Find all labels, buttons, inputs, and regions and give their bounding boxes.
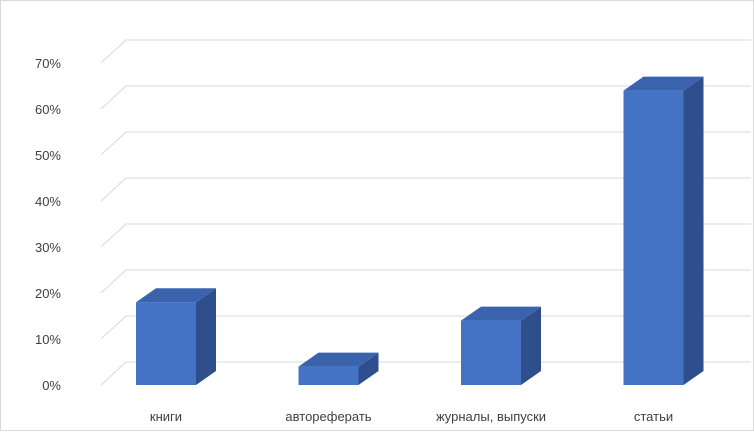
bar-front <box>623 90 684 385</box>
bar-top <box>298 352 379 367</box>
bar-top <box>623 76 704 91</box>
y-tick-label: 60% <box>35 102 61 117</box>
x-axis-category-labels: книги автореферать журналы, выпуски статьи <box>150 409 673 424</box>
y-tick-label: 70% <box>35 56 61 71</box>
y-tick-label: 50% <box>35 148 61 163</box>
bar <box>298 352 379 385</box>
bar-top <box>136 288 216 303</box>
gridline-side <box>100 223 127 248</box>
bar-side <box>196 288 216 385</box>
x-category-label: книги <box>150 409 182 424</box>
gridline-side <box>100 269 127 294</box>
bar <box>623 76 704 385</box>
gridline-side <box>100 131 127 156</box>
bar <box>136 288 216 385</box>
y-tick-label: 40% <box>35 194 61 209</box>
gridline-side <box>100 85 127 110</box>
gridline-side <box>100 315 127 340</box>
y-axis-tick-labels: 0% 10% 20% 30% 40% 50% 60% 70% <box>35 56 61 393</box>
bar-side <box>358 352 379 385</box>
bar-front <box>136 302 196 385</box>
bar-side <box>683 76 704 385</box>
gridline-side <box>100 39 127 64</box>
bar-front <box>461 320 521 385</box>
x-category-label: журналы, выпуски <box>436 409 546 424</box>
bar-side <box>521 306 541 385</box>
y-tick-label: 30% <box>35 240 61 255</box>
y-tick-label: 0% <box>42 378 61 393</box>
bars <box>136 76 704 385</box>
y-tick-label: 20% <box>35 286 61 301</box>
bar-top <box>461 306 541 321</box>
gridline-side <box>100 361 127 386</box>
y-tick-label: 10% <box>35 332 61 347</box>
bar-front <box>298 366 359 385</box>
x-category-label: статьи <box>634 409 673 424</box>
bar <box>461 306 541 385</box>
x-category-label: автореферать <box>285 409 371 424</box>
gridline-side <box>100 177 127 202</box>
